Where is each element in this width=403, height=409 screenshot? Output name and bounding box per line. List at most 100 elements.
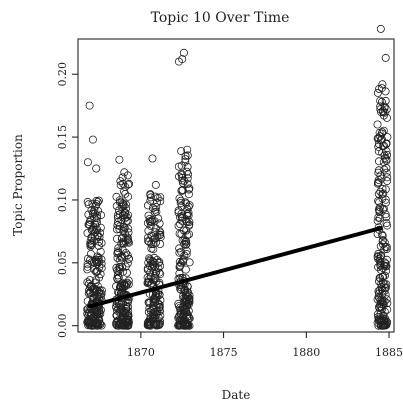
- data-point: [148, 203, 157, 212]
- data-point: [183, 290, 192, 299]
- data-point: [378, 289, 387, 298]
- data-point: [118, 281, 127, 290]
- axis-ticks: 1870 1875 1880 1885 0.00 0.05 0.10 0.15 0.20: [56, 62, 403, 359]
- data-point: [148, 263, 157, 272]
- data-point: [378, 80, 387, 89]
- data-point: [378, 240, 387, 249]
- data-point: [154, 264, 163, 273]
- data-point: [93, 258, 102, 267]
- data-point: [376, 24, 385, 33]
- data-point: [374, 142, 383, 151]
- data-point: [377, 97, 386, 106]
- x-tick-label: 1885: [375, 346, 403, 359]
- x-tick-label: 1880: [292, 346, 320, 359]
- data-point: [123, 233, 132, 242]
- data-point: [377, 84, 386, 93]
- data-point: [119, 306, 128, 315]
- data-point: [182, 246, 191, 255]
- data-point: [183, 209, 192, 218]
- data-point: [93, 197, 102, 206]
- data-point: [375, 203, 384, 212]
- data-point: [184, 221, 193, 230]
- data-point: [120, 281, 129, 290]
- data-point: [84, 210, 93, 219]
- data-point: [117, 254, 126, 263]
- data-point: [113, 253, 122, 262]
- data-point: [92, 310, 101, 319]
- data-point: [88, 135, 97, 144]
- x-tick-label: 1875: [210, 346, 238, 359]
- data-point: [155, 268, 164, 277]
- data-point: [151, 192, 160, 201]
- data-point: [123, 216, 132, 225]
- data-point: [150, 208, 159, 217]
- data-point: [381, 96, 390, 105]
- data-point: [154, 300, 163, 309]
- data-point: [91, 285, 100, 294]
- data-point: [177, 147, 186, 156]
- data-point: [85, 276, 94, 285]
- data-point: [124, 228, 133, 237]
- data-point: [180, 297, 189, 306]
- data-point: [89, 225, 98, 234]
- data-point: [149, 235, 158, 244]
- y-tick-label: 0.05: [56, 251, 69, 276]
- data-point: [143, 264, 152, 273]
- data-point: [185, 258, 194, 267]
- data-point: [178, 236, 187, 245]
- data-point: [97, 211, 106, 220]
- data-point: [183, 231, 192, 240]
- data-point: [83, 229, 92, 238]
- data-point: [146, 193, 155, 202]
- data-point: [146, 196, 155, 205]
- data-point: [143, 278, 152, 287]
- data-point: [86, 242, 95, 251]
- data-point: [177, 309, 186, 318]
- data-point: [378, 128, 387, 137]
- data-point: [143, 201, 152, 210]
- data-point: [380, 261, 389, 270]
- data-point: [113, 247, 122, 256]
- data-point: [177, 186, 186, 195]
- data-point: [86, 255, 95, 264]
- data-point: [177, 216, 186, 225]
- data-point: [374, 287, 383, 296]
- chart-title: Topic 10 Over Time: [151, 10, 290, 26]
- data-point: [376, 242, 385, 251]
- data-point: [177, 259, 186, 268]
- data-point: [378, 236, 387, 245]
- data-point: [373, 310, 382, 319]
- data-point: [148, 154, 157, 163]
- data-point: [175, 321, 184, 330]
- data-point: [87, 310, 96, 319]
- data-point: [150, 271, 159, 280]
- data-point: [115, 225, 124, 234]
- data-point: [96, 320, 105, 329]
- data-point: [375, 273, 384, 282]
- data-point: [184, 312, 193, 321]
- data-point: [155, 320, 164, 329]
- data-point: [119, 179, 128, 188]
- data-point: [93, 252, 102, 261]
- data-point: [118, 245, 127, 254]
- data-point: [119, 267, 128, 276]
- data-point: [84, 321, 93, 330]
- data-point: [155, 226, 164, 235]
- data-point: [175, 318, 184, 327]
- data-point: [113, 274, 122, 283]
- data-point: [174, 221, 183, 230]
- data-point: [92, 164, 101, 173]
- data-point: [148, 314, 157, 323]
- data-point: [177, 247, 186, 256]
- data-point: [90, 265, 99, 274]
- data-point: [377, 230, 386, 239]
- data-point: [178, 176, 187, 185]
- data-point: [182, 167, 191, 176]
- data-point: [374, 175, 383, 184]
- data-points: [83, 24, 392, 330]
- data-point: [380, 258, 389, 267]
- data-point: [118, 313, 127, 322]
- data-point: [144, 307, 153, 316]
- plot-frame: [77, 38, 395, 333]
- data-point: [373, 252, 382, 261]
